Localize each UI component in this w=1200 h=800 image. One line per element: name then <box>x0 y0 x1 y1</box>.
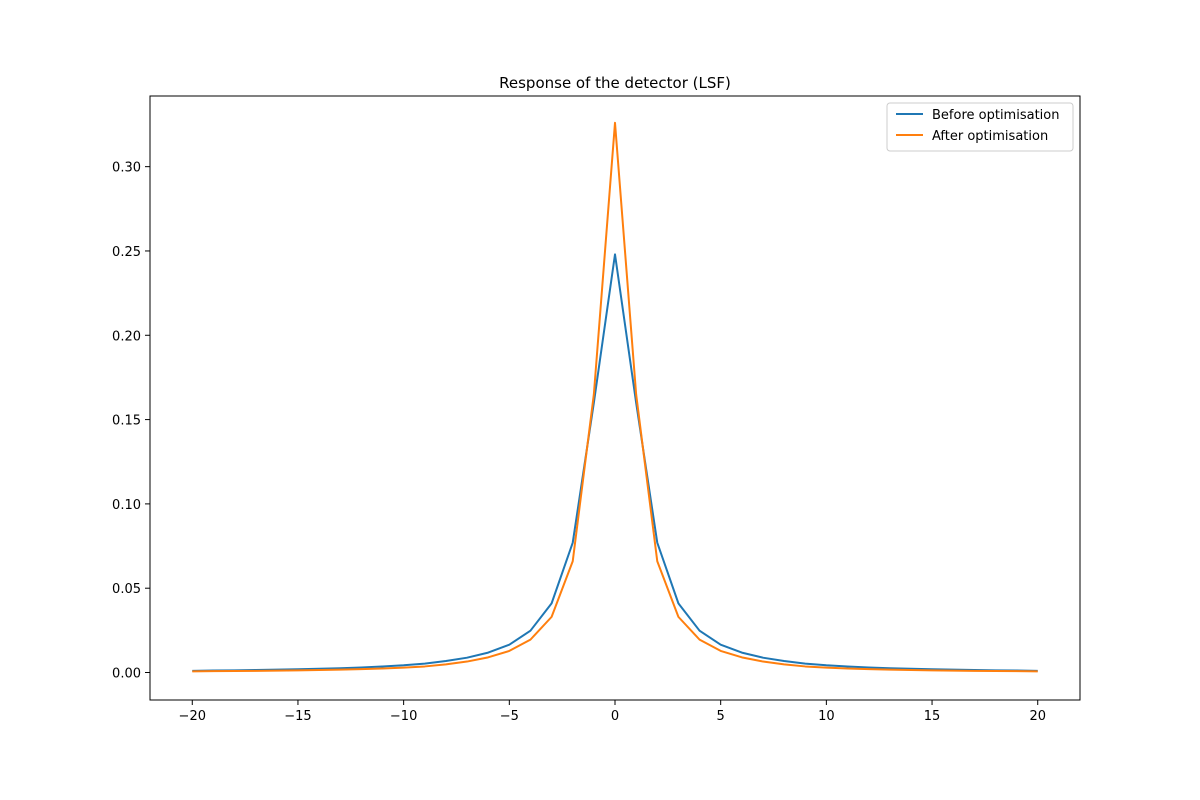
x-tick-label: −20 <box>179 709 206 724</box>
x-tick-label: −10 <box>390 709 417 724</box>
chart-title: Response of the detector (LSF) <box>499 74 731 92</box>
y-axis: 0.00 0.05 0.10 0.15 0.20 0.25 0.30 <box>112 161 150 682</box>
x-tick-label: 10 <box>818 709 835 724</box>
y-tick-label: 0.00 <box>112 667 141 682</box>
x-tick-label: 0 <box>611 709 619 724</box>
y-tick-label: 0.10 <box>112 498 141 513</box>
series-layer <box>192 121 1038 673</box>
plot-area <box>149 95 1081 701</box>
x-tick-label: −5 <box>500 709 519 724</box>
legend: Before optimisation After optimisation <box>886 102 1074 152</box>
x-tick-label: 20 <box>1029 709 1046 724</box>
x-tick-label: 5 <box>717 709 725 724</box>
y-tick-label: 0.05 <box>112 582 141 597</box>
y-tick-label: 0.30 <box>112 161 141 176</box>
series-line-before-optimisation <box>192 253 1038 672</box>
y-tick-label: 0.15 <box>112 414 141 429</box>
x-axis: −20 −15 −10 −5 0 5 10 15 20 <box>179 700 1046 724</box>
legend-label: Before optimisation <box>932 108 1059 123</box>
series-line-after-optimisation <box>192 121 1038 673</box>
x-tick-label: −15 <box>284 709 311 724</box>
legend-frame <box>886 102 1074 152</box>
y-tick-label: 0.25 <box>112 245 141 260</box>
x-tick-label: 15 <box>924 709 941 724</box>
y-tick-label: 0.20 <box>112 329 141 344</box>
plot-frame <box>149 95 1081 701</box>
legend-label: After optimisation <box>932 129 1048 144</box>
